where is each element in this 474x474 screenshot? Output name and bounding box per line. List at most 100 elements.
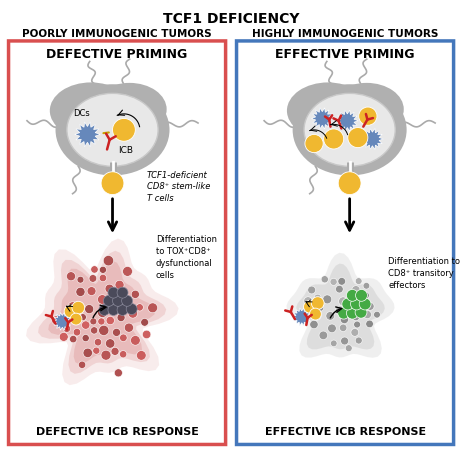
Circle shape xyxy=(338,307,350,319)
Circle shape xyxy=(336,285,343,293)
Circle shape xyxy=(130,336,140,345)
Circle shape xyxy=(109,293,119,303)
FancyBboxPatch shape xyxy=(9,41,226,445)
Circle shape xyxy=(308,286,316,294)
Circle shape xyxy=(93,347,100,354)
Circle shape xyxy=(304,297,312,306)
Polygon shape xyxy=(38,251,166,374)
Circle shape xyxy=(99,325,109,336)
Circle shape xyxy=(52,316,60,325)
Circle shape xyxy=(366,302,374,310)
Circle shape xyxy=(148,303,157,313)
Circle shape xyxy=(117,304,128,315)
Circle shape xyxy=(346,345,352,352)
Circle shape xyxy=(73,328,81,336)
Ellipse shape xyxy=(287,82,369,139)
Circle shape xyxy=(67,314,76,322)
Circle shape xyxy=(77,276,84,283)
Text: EFFECTIVE ICB RESPONSE: EFFECTIVE ICB RESPONSE xyxy=(264,427,426,437)
Circle shape xyxy=(112,328,120,337)
Circle shape xyxy=(359,298,371,310)
Circle shape xyxy=(91,266,98,273)
Circle shape xyxy=(72,301,85,314)
Circle shape xyxy=(112,295,123,306)
Circle shape xyxy=(142,330,151,338)
Circle shape xyxy=(87,287,96,295)
Ellipse shape xyxy=(92,83,167,136)
Circle shape xyxy=(338,172,361,195)
Circle shape xyxy=(351,298,363,310)
Circle shape xyxy=(66,272,75,281)
Circle shape xyxy=(366,320,374,328)
Circle shape xyxy=(338,297,347,306)
Circle shape xyxy=(70,313,82,325)
Circle shape xyxy=(356,278,362,284)
Circle shape xyxy=(123,266,132,276)
Circle shape xyxy=(112,118,135,141)
Circle shape xyxy=(348,128,368,147)
Circle shape xyxy=(339,324,347,331)
Circle shape xyxy=(311,297,324,310)
Circle shape xyxy=(68,302,78,312)
Circle shape xyxy=(323,295,332,304)
Polygon shape xyxy=(48,261,155,364)
Circle shape xyxy=(131,290,139,299)
Polygon shape xyxy=(26,238,179,385)
Circle shape xyxy=(94,338,101,346)
Circle shape xyxy=(119,351,127,358)
Circle shape xyxy=(354,321,361,328)
Polygon shape xyxy=(292,308,311,326)
Circle shape xyxy=(100,266,107,273)
Circle shape xyxy=(117,314,125,321)
Text: DEFECTIVE ICB RESPONSE: DEFECTIVE ICB RESPONSE xyxy=(36,427,199,437)
Text: DEFECTIVE PRIMING: DEFECTIVE PRIMING xyxy=(46,48,188,61)
Circle shape xyxy=(76,287,85,296)
Circle shape xyxy=(317,304,324,311)
Circle shape xyxy=(109,306,117,313)
Circle shape xyxy=(326,311,335,320)
Circle shape xyxy=(108,287,119,298)
Circle shape xyxy=(319,331,328,339)
Circle shape xyxy=(99,274,107,282)
Polygon shape xyxy=(75,122,100,147)
Circle shape xyxy=(310,308,321,320)
Circle shape xyxy=(122,303,129,311)
Circle shape xyxy=(342,298,354,310)
Circle shape xyxy=(137,351,146,360)
Circle shape xyxy=(310,320,318,328)
FancyBboxPatch shape xyxy=(237,41,454,445)
Ellipse shape xyxy=(330,83,404,136)
Text: ICB: ICB xyxy=(118,146,133,155)
Circle shape xyxy=(356,290,367,301)
Circle shape xyxy=(85,305,94,314)
Circle shape xyxy=(114,369,122,377)
Circle shape xyxy=(352,286,360,294)
Circle shape xyxy=(90,318,97,325)
Circle shape xyxy=(89,274,97,282)
Circle shape xyxy=(82,335,89,342)
Circle shape xyxy=(136,304,143,311)
Circle shape xyxy=(103,255,114,266)
Ellipse shape xyxy=(292,84,407,175)
Ellipse shape xyxy=(67,93,158,166)
Text: Differentiation to
CD8⁺ transitory
effectors: Differentiation to CD8⁺ transitory effec… xyxy=(388,257,460,290)
Text: Differentiation
to TOX⁺CD8⁺
dysfunctional
cells: Differentiation to TOX⁺CD8⁺ dysfunctiona… xyxy=(156,235,217,280)
Circle shape xyxy=(101,350,111,360)
Text: TCF1 DEFICIENCY: TCF1 DEFICIENCY xyxy=(163,12,299,26)
Circle shape xyxy=(106,316,114,325)
Circle shape xyxy=(101,172,124,195)
Circle shape xyxy=(105,284,114,293)
Circle shape xyxy=(98,295,107,304)
Text: TCF1-deficient
CD8⁺ stem-like
T cells: TCF1-deficient CD8⁺ stem-like T cells xyxy=(147,171,210,203)
Circle shape xyxy=(80,314,86,320)
Circle shape xyxy=(330,340,337,346)
Circle shape xyxy=(128,309,137,318)
Circle shape xyxy=(119,292,128,301)
Circle shape xyxy=(350,300,356,307)
Circle shape xyxy=(355,337,362,344)
Circle shape xyxy=(321,276,328,283)
Circle shape xyxy=(63,325,71,332)
Circle shape xyxy=(64,305,77,318)
Circle shape xyxy=(364,310,372,319)
Circle shape xyxy=(70,336,77,343)
